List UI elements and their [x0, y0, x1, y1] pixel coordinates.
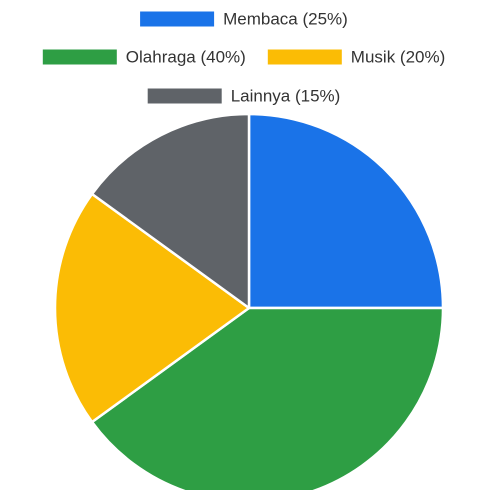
legend-item-olahraga: Olahraga (40%) [42, 48, 246, 67]
legend-swatch-lainnya [147, 88, 222, 104]
legend-item-membaca: Membaca (25%) [140, 10, 348, 29]
pie-slices [53, 112, 445, 490]
legend-swatch-musik [267, 49, 342, 65]
legend-label-olahraga: Olahraga (40%) [126, 48, 246, 67]
pie-slice-membaca [247, 112, 445, 310]
legend-label-lainnya: Lainnya (15%) [231, 87, 341, 106]
legend-label-musik: Musik (20%) [351, 48, 445, 67]
pie-slice-lainnya [90, 112, 251, 310]
legend-item-lainnya: Lainnya (15%) [147, 87, 341, 106]
pie-slice-musik [53, 192, 251, 424]
legend-swatch-membaca [140, 11, 215, 27]
legend-label-membaca: Membaca (25%) [223, 10, 348, 29]
legend-swatch-olahraga [42, 49, 117, 65]
legend-item-musik: Musik (20%) [267, 48, 445, 67]
legend: Membaca (25%) Olahraga (40%) Musik (20%) La… [42, 10, 445, 106]
pie-slice-olahraga [90, 306, 445, 490]
